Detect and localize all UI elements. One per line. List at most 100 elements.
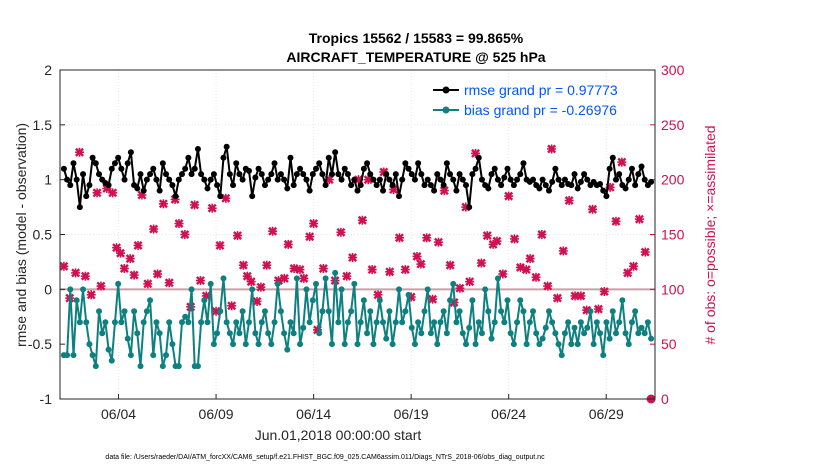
legend-bias-label: bias grand pr = -0.26976 bbox=[464, 102, 617, 118]
obs-assimilated-point bbox=[394, 233, 404, 243]
bias-point bbox=[421, 308, 428, 315]
bias-point bbox=[284, 346, 291, 353]
bias-point bbox=[625, 341, 632, 348]
rmse-point bbox=[370, 176, 377, 183]
rmse-point bbox=[638, 163, 645, 170]
obs-assimilated-point bbox=[504, 191, 514, 201]
bias-point bbox=[498, 308, 505, 315]
rmse-point bbox=[70, 160, 77, 167]
obs-assimilated-point bbox=[564, 196, 574, 206]
bias-point bbox=[644, 319, 651, 326]
bias-point bbox=[150, 352, 157, 359]
obs-assimilated-point bbox=[455, 283, 465, 293]
obs-assimilated-point bbox=[246, 277, 256, 287]
bias-point bbox=[134, 330, 141, 337]
bias-point bbox=[185, 319, 192, 326]
bias-point bbox=[115, 280, 122, 287]
bias-point bbox=[440, 308, 447, 315]
obs-assimilated-point bbox=[521, 265, 531, 275]
bias-point bbox=[469, 297, 476, 304]
bias-point bbox=[83, 319, 90, 326]
legend-bias-marker bbox=[442, 106, 450, 114]
rmse-point bbox=[169, 182, 176, 189]
obs-assimilated-point bbox=[531, 272, 541, 282]
obs-assimilated-point bbox=[164, 278, 174, 288]
obs-assimilated-point bbox=[547, 144, 557, 154]
rmse-point bbox=[373, 182, 380, 189]
rmse-point bbox=[443, 160, 450, 167]
obs-assimilated-point bbox=[158, 199, 168, 209]
obs-assimilated-point bbox=[227, 301, 237, 311]
rmse-point bbox=[389, 182, 396, 189]
bias-point bbox=[568, 341, 575, 348]
bias-point bbox=[89, 352, 96, 359]
rmse-point bbox=[549, 178, 556, 185]
obs-assimilated-point bbox=[498, 269, 508, 279]
bias-point bbox=[64, 352, 71, 359]
bias-point bbox=[360, 297, 367, 304]
bias-point bbox=[648, 335, 655, 342]
rmse-point bbox=[293, 171, 300, 178]
obs-assimilated-point bbox=[262, 260, 272, 270]
bias-point bbox=[364, 330, 371, 337]
obs-assimilated-point bbox=[593, 304, 603, 314]
right-tick-label: 100 bbox=[661, 281, 685, 297]
bias-point bbox=[549, 319, 556, 326]
right-tick-label: 250 bbox=[661, 117, 685, 133]
bias-point bbox=[491, 319, 498, 326]
bias-point bbox=[431, 319, 438, 326]
obs-assimilated-point bbox=[373, 290, 383, 300]
rmse-point bbox=[335, 171, 342, 178]
bias-point bbox=[628, 319, 635, 326]
rmse-point bbox=[568, 182, 575, 189]
obs-assimilated-point bbox=[143, 279, 153, 289]
bias-point bbox=[316, 330, 323, 337]
chart-title-line2: AIRCRAFT_TEMPERATURE @ 525 hPa bbox=[286, 49, 545, 65]
bias-point bbox=[367, 308, 374, 315]
bias-point bbox=[92, 363, 99, 370]
obs-assimilated-point bbox=[149, 224, 159, 234]
left-axis-label: rmse and bias (model - observation) bbox=[13, 123, 29, 347]
footer-data-file: data file: /Users/raeder/DAI/ATM_forcXX/… bbox=[105, 454, 545, 461]
obs-assimilated-point bbox=[599, 287, 609, 297]
obs-assimilated-point bbox=[558, 246, 568, 256]
rmse-point bbox=[143, 176, 150, 183]
bias-point bbox=[616, 319, 623, 326]
rmse-point bbox=[287, 154, 294, 161]
obs-assimilated-point bbox=[465, 277, 475, 287]
bias-line bbox=[63, 271, 653, 368]
bias-point bbox=[121, 308, 128, 315]
bias-point bbox=[328, 341, 335, 348]
bias-point bbox=[373, 319, 380, 326]
rmse-point bbox=[175, 176, 182, 183]
rmse-point bbox=[261, 182, 268, 189]
x-axis-ticks: 06/04 06/09 06/14 06/19 06/24 06/29 bbox=[101, 394, 624, 422]
rmse-point bbox=[472, 165, 479, 172]
rmse-point bbox=[265, 176, 272, 183]
bias-point bbox=[402, 308, 409, 315]
rmse-point bbox=[297, 165, 304, 172]
obs-assimilated-point bbox=[238, 260, 248, 270]
right-tick-label: 300 bbox=[661, 62, 685, 78]
bias-point bbox=[220, 275, 227, 282]
bias-point bbox=[226, 330, 233, 337]
rmse-point bbox=[163, 171, 170, 178]
right-tick-label: 200 bbox=[661, 172, 685, 188]
rmse-point bbox=[198, 171, 205, 178]
left-tick-label: 1.5 bbox=[33, 117, 53, 133]
bias-point bbox=[571, 324, 578, 331]
rmse-point bbox=[137, 171, 144, 178]
rmse-point bbox=[376, 176, 383, 183]
bias-point bbox=[344, 319, 351, 326]
bias-point bbox=[111, 319, 118, 326]
rmse-point bbox=[217, 193, 224, 200]
rmse-point bbox=[364, 160, 371, 167]
x-tick-label: 06/04 bbox=[101, 406, 136, 422]
bias-point bbox=[102, 319, 109, 326]
bias-point bbox=[341, 341, 348, 348]
bias-point bbox=[593, 319, 600, 326]
rmse-point bbox=[325, 154, 332, 161]
obs-assimilated-point bbox=[233, 231, 243, 241]
rmse-point bbox=[597, 181, 604, 188]
